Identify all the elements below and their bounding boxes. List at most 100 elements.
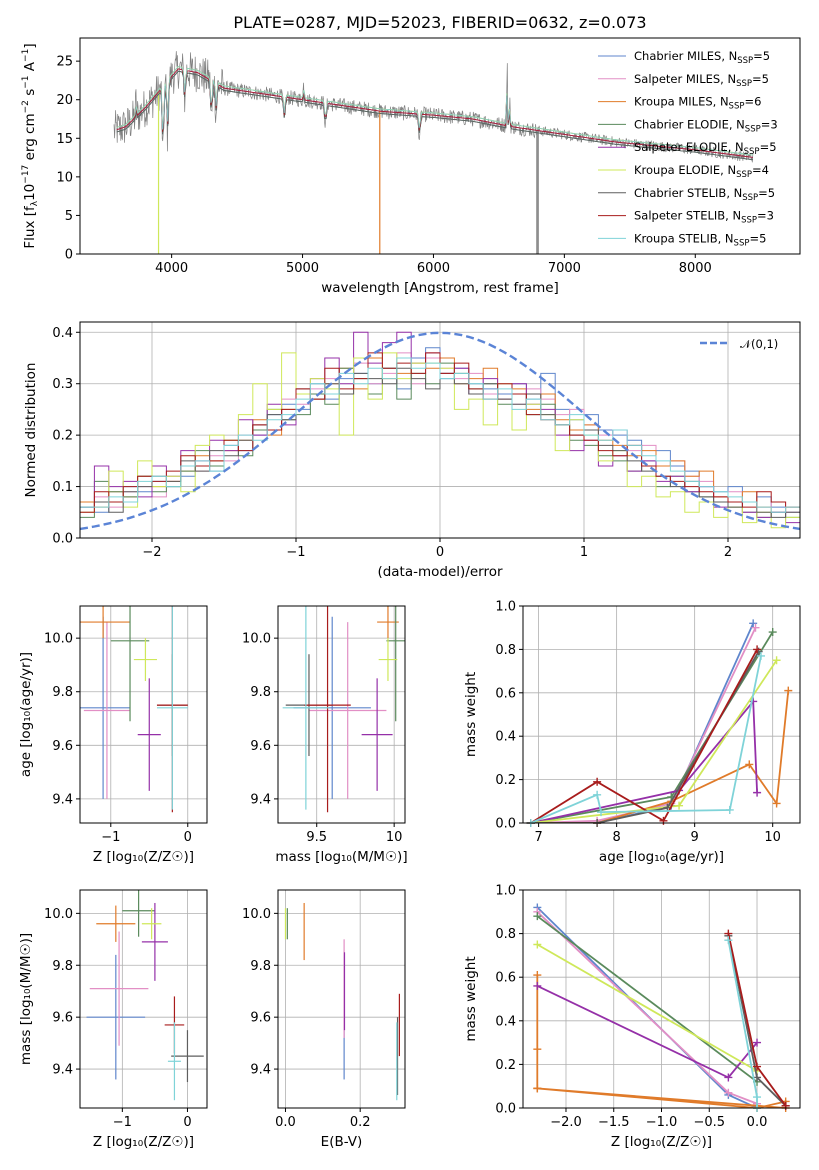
histogram-step-line bbox=[80, 357, 800, 538]
x-tick-label: −1.0 bbox=[646, 1115, 678, 1130]
y-tick-label: 10.0 bbox=[242, 632, 271, 647]
mass-weight-marker bbox=[753, 1073, 762, 1082]
mass-weight-line bbox=[536, 915, 758, 1083]
mass-weight-line bbox=[536, 943, 758, 1072]
y-tick-label: 0.8 bbox=[495, 927, 516, 942]
mass-weight-marker bbox=[533, 971, 542, 980]
y-tick-label: 9.8 bbox=[52, 685, 73, 700]
y-tick-label: 9.6 bbox=[250, 1011, 271, 1026]
y-axis-label: age [log₁₀(age/yr)] bbox=[18, 652, 34, 777]
y-tick-label: 20 bbox=[56, 93, 73, 108]
y-axis-label: mass [log₁₀(M/M☉)] bbox=[18, 933, 34, 1065]
axes-frame bbox=[522, 889, 801, 1109]
mass-weight-marker bbox=[593, 790, 602, 799]
y-tick-label: 0.1 bbox=[52, 480, 73, 495]
mass-weight-vs-age-panel: 7 8 9 10 0.0 0.2 0.4 0.6 0.8 1.0 age [log₁₀(age/yr… bbox=[463, 600, 801, 865]
y-axis-label: mass weight bbox=[463, 956, 479, 1041]
x-tick-label: −2 bbox=[142, 545, 161, 560]
x-tick-label: 0 bbox=[184, 830, 192, 845]
axes-frame bbox=[79, 889, 208, 1109]
error-bar-point bbox=[141, 902, 168, 981]
x-tick-label: 2 bbox=[724, 545, 732, 560]
mass-weight-marker bbox=[753, 1093, 762, 1102]
y-axis-label: mass weight bbox=[463, 672, 479, 757]
mass-weight-marker bbox=[533, 940, 542, 949]
x-tick-label: 5000 bbox=[286, 261, 319, 276]
mass-weight-marker bbox=[724, 1073, 733, 1082]
error-bar-point bbox=[361, 678, 393, 791]
mass-vs-extinction-panel: 0.0 0.2 9.4 9.6 9.8 10.0 E(B-V) bbox=[242, 889, 406, 1150]
mass-weight-line bbox=[530, 648, 758, 823]
model-fit-line bbox=[116, 70, 753, 161]
age-vs-metallicity-panel: −1 0 9.4 9.6 9.8 10.0 Z [log₁₀(Z/Z☉)] age [log₁… bbox=[18, 605, 208, 865]
y-tick-label: 0.4 bbox=[495, 1014, 516, 1029]
legend-entry: 𝒩(0,1) bbox=[740, 337, 778, 351]
mass-weight-marker bbox=[533, 981, 542, 990]
x-axis-label: Z [log₁₀(Z/Z☉)] bbox=[93, 849, 194, 865]
y-tick-label: 0.0 bbox=[52, 532, 73, 547]
mass-weight-line bbox=[530, 690, 790, 823]
x-axis-label: wavelength [Angstrom, rest frame] bbox=[321, 280, 559, 296]
error-bar-point bbox=[89, 931, 149, 1046]
x-axis-label: age [log₁₀(age/yr)] bbox=[599, 849, 724, 865]
legend-entry: Kroupa ELODIE, NSSP=4 bbox=[634, 163, 769, 180]
y-tick-label: 0.4 bbox=[52, 326, 73, 341]
mass-weight-marker bbox=[675, 801, 684, 810]
mass-weight-marker bbox=[772, 656, 781, 665]
y-tick-label: 0.3 bbox=[52, 377, 73, 392]
y-tick-label: 0.8 bbox=[495, 643, 516, 658]
mass-weight-marker bbox=[753, 788, 762, 797]
axes-frame bbox=[79, 605, 208, 824]
x-tick-label: −2.0 bbox=[550, 1115, 582, 1130]
y-tick-label: 0.0 bbox=[495, 1102, 516, 1117]
mass-weight-marker bbox=[745, 760, 754, 769]
y-tick-label: 10 bbox=[56, 170, 73, 185]
x-axis-label: (data-model)/error bbox=[377, 564, 503, 580]
error-bar-point bbox=[80, 616, 131, 799]
mass-weight-marker bbox=[756, 651, 765, 660]
axes-frame bbox=[522, 605, 801, 824]
error-bar-point bbox=[282, 606, 330, 810]
mass-weight-line bbox=[530, 627, 757, 823]
mass-weight-marker bbox=[768, 628, 777, 637]
y-tick-label: 9.6 bbox=[250, 739, 271, 754]
x-tick-label: 7 bbox=[534, 830, 542, 845]
error-bar-point bbox=[96, 905, 136, 942]
axes-frame bbox=[79, 321, 801, 539]
error-bar-point bbox=[171, 1030, 204, 1083]
error-bar-point bbox=[80, 606, 131, 639]
y-axis-label: Normed distribution bbox=[23, 363, 39, 498]
x-tick-label: 8 bbox=[612, 830, 620, 845]
legend-entry: Salpeter ELODIE, NSSP=5 bbox=[634, 140, 777, 157]
mass-weight-line bbox=[727, 939, 758, 1108]
mass-vs-metallicity-panel: −1 0 9.4 9.6 9.8 10.0 Z [log₁₀(Z/Z☉)] mass [log… bbox=[18, 889, 208, 1150]
y-tick-label: 0.6 bbox=[495, 686, 516, 701]
y-tick-label: 0 bbox=[65, 248, 73, 263]
x-tick-label: 8000 bbox=[679, 261, 712, 276]
error-bar-point bbox=[110, 606, 150, 722]
legend-entry: Kroupa MILES, NSSP=6 bbox=[634, 95, 761, 112]
x-axis-label: mass [log₁₀(M/M☉)] bbox=[275, 849, 407, 865]
error-bar-point bbox=[137, 678, 161, 791]
axes-frame bbox=[277, 605, 406, 824]
error-bar-point bbox=[156, 606, 188, 810]
legend-entry: Kroupa STELIB, NSSP=5 bbox=[634, 231, 766, 248]
y-tick-label: 9.4 bbox=[250, 792, 271, 807]
x-tick-label: 0 bbox=[436, 545, 444, 560]
x-axis-label: Z [log₁₀(Z/Z☉)] bbox=[611, 1134, 712, 1150]
x-tick-label: 0 bbox=[183, 1115, 191, 1130]
y-tick-label: 25 bbox=[56, 55, 73, 70]
spectrum-panel: 4000 5000 6000 7000 8000 0 5 10 15 20 25 wavelength… bbox=[21, 37, 801, 296]
mass-weight-marker bbox=[593, 777, 602, 786]
x-tick-label: 0.0 bbox=[275, 1115, 296, 1130]
observed-spectrum-line bbox=[113, 51, 754, 163]
y-tick-label: 10.0 bbox=[44, 907, 73, 922]
error-bar-point bbox=[122, 890, 155, 937]
error-bar-point bbox=[308, 622, 387, 799]
x-tick-label: −0.5 bbox=[693, 1115, 725, 1130]
error-bar-point bbox=[141, 908, 162, 940]
legend-entry: Chabrier STELIB, NSSP=5 bbox=[634, 186, 775, 203]
x-tick-label: −1 bbox=[286, 545, 305, 560]
x-tick-label: 9 bbox=[691, 830, 699, 845]
x-tick-label: 0.2 bbox=[350, 1115, 371, 1130]
